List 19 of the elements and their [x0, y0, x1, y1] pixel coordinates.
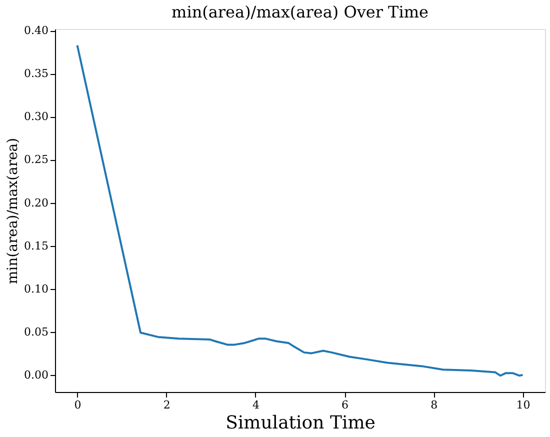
y-tick-label: 0.10 — [24, 282, 48, 296]
y-axis-title: min(area)/max(area) — [5, 138, 22, 284]
x-tick-label: 2 — [163, 398, 170, 412]
x-tick-label: 4 — [252, 398, 260, 412]
y-tick-label: 0.20 — [24, 196, 48, 210]
x-tick-label: 0 — [74, 398, 82, 412]
y-tick-label: 0.40 — [24, 24, 48, 38]
y-tick-label: 0.30 — [24, 110, 48, 124]
y-tick-label: 0.05 — [24, 325, 48, 338]
x-tick-label: 8 — [430, 398, 438, 412]
line-series — [76, 44, 524, 377]
chart-title: min(area)/max(area) Over Time — [172, 2, 428, 22]
y-tick-label: 0.25 — [24, 153, 48, 166]
y-tick-label: 0.00 — [24, 368, 48, 382]
x-tick-label: 10 — [516, 398, 530, 412]
x-axis-title: Simulation Time — [226, 412, 376, 434]
y-tick-label: 0.15 — [24, 239, 48, 252]
x-tick-label: 6 — [342, 398, 349, 412]
y-tick-label: 0.35 — [24, 67, 48, 80]
